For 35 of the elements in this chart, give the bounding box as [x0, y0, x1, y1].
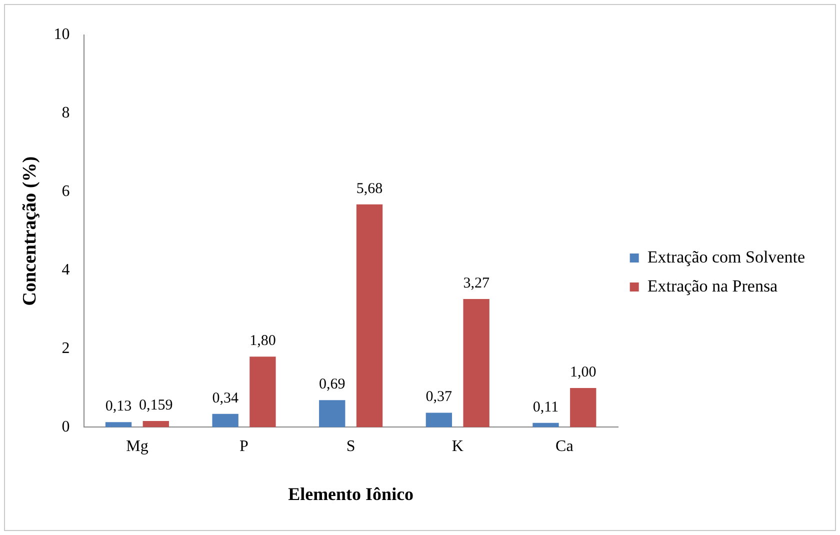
x-axis-title: Elemento Iônico — [288, 484, 414, 504]
legend-label: Extração na Prensa — [647, 276, 778, 296]
x-tick-label: Ca — [556, 438, 574, 456]
y-tick-label: 10 — [54, 26, 70, 44]
y-tick-label: 0 — [62, 418, 70, 436]
bar — [532, 422, 559, 428]
data-label: 1,00 — [570, 364, 596, 380]
y-tick-label: 4 — [62, 262, 70, 279]
data-label: 1,80 — [250, 333, 276, 350]
x-tick-label: P — [240, 438, 249, 456]
bar — [250, 356, 276, 428]
bar — [212, 414, 238, 428]
data-label: 0,37 — [426, 389, 453, 406]
bar — [426, 412, 452, 428]
x-tick-label: Mg — [126, 438, 148, 456]
x-tick-label: K — [452, 438, 464, 456]
data-label: 0,69 — [319, 376, 346, 393]
bar — [463, 298, 490, 428]
data-label: 3,27 — [463, 275, 490, 292]
x-tick-label: S — [346, 438, 356, 456]
y-axis-title: Concentração (%) — [19, 156, 40, 306]
bar — [319, 400, 346, 428]
y-tick-label: 6 — [62, 183, 70, 200]
bar — [105, 422, 132, 428]
data-label: 5,68 — [356, 180, 383, 197]
bar — [570, 388, 596, 428]
data-label: 0,13 — [105, 398, 132, 415]
bar — [142, 420, 169, 428]
legend-label: Extração com Solvente — [647, 247, 806, 266]
y-tick-label: 2 — [62, 340, 70, 357]
data-label: 0,11 — [532, 399, 559, 416]
y-tick-label: 8 — [62, 104, 70, 122]
data-label: 0,34 — [212, 390, 239, 406]
data-label: 0,159 — [139, 397, 173, 414]
bar — [356, 204, 383, 428]
